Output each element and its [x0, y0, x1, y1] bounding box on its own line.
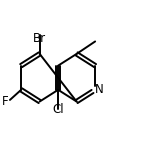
Text: F: F [2, 95, 8, 108]
Text: Cl: Cl [52, 103, 64, 116]
Text: Br: Br [33, 32, 46, 45]
Text: N: N [95, 83, 104, 96]
